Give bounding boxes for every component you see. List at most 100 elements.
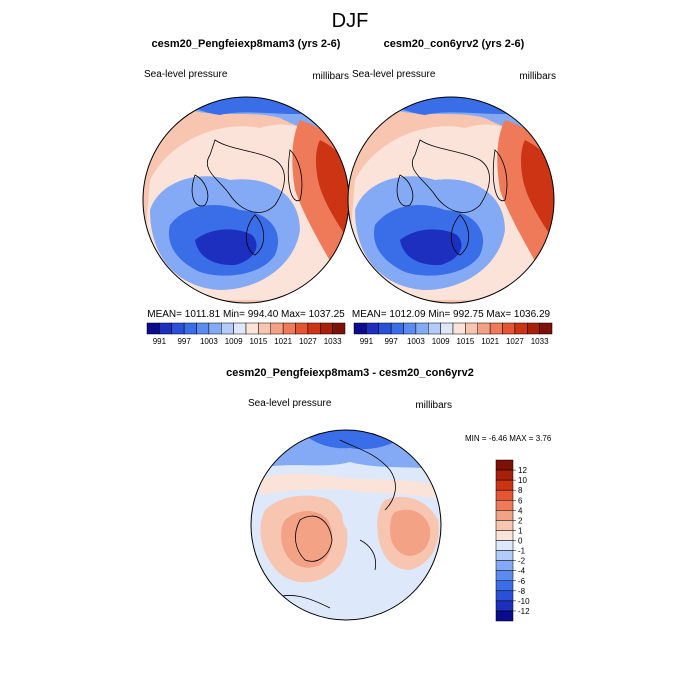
colorbar-swatch	[295, 322, 309, 335]
colorbar-tick-label: 991	[360, 337, 374, 346]
colorbar-tick-label: -4	[518, 567, 526, 576]
colorbar-tick-label: 997	[177, 337, 191, 346]
colorbar-swatch	[282, 322, 296, 335]
panel-difference: cesm20_Pengfeiexp8mam3 - cesm20_con6yrv2…	[226, 367, 552, 622]
colorbar-tick-label: -8	[518, 587, 526, 596]
stats-text: MEAN= 1012.09 Min= 992.75 Max= 1036.29	[352, 309, 551, 320]
colorbar-swatch	[353, 322, 367, 335]
colorbar-tick-label: 4	[518, 506, 523, 515]
colorbar-swatch	[514, 322, 528, 335]
colorbar-swatch	[495, 600, 514, 612]
colorbar-swatch	[415, 322, 429, 335]
variable-label: Sea-level pressure	[248, 398, 332, 409]
coastline-islands	[191, 149, 303, 256]
colorbar-swatch	[495, 610, 514, 622]
colorbar-swatch	[146, 322, 160, 335]
colorbar-swatch	[495, 570, 514, 581]
colorbar-tick-label: 1027	[299, 337, 317, 346]
colorbar-swatch	[495, 530, 514, 541]
colorbar-swatch	[183, 322, 197, 335]
colorbar-swatch	[495, 540, 514, 551]
colorbar-swatch	[527, 322, 540, 335]
colorbar-swatch	[245, 322, 259, 335]
colorbar-tick-label: 1033	[531, 337, 549, 346]
colorbar-swatch	[320, 322, 333, 335]
colorbar-tick-label: 1009	[225, 337, 243, 346]
colorbar-tick-label: -10	[518, 597, 530, 606]
colorbar-swatch	[495, 520, 514, 531]
colorbar-swatch	[221, 322, 234, 335]
colorbar-swatch	[495, 459, 514, 471]
coastline	[412, 139, 490, 213]
colorbar-swatch	[495, 500, 514, 511]
slp-field-low-south-core	[195, 229, 257, 266]
colorbar-tick-label: 1009	[432, 337, 450, 346]
map-boundary	[347, 96, 555, 304]
polar-map	[348, 97, 554, 303]
colorbar-tick-label: 0	[518, 537, 523, 546]
colorbar-swatch	[495, 550, 514, 561]
colorbar-swatch	[258, 322, 271, 335]
colorbar-swatch	[403, 322, 417, 335]
colorbar-swatch	[495, 479, 514, 491]
colorbar-swatch	[233, 322, 247, 335]
colorbar-swatch	[390, 322, 404, 335]
colorbar-tick-label: -2	[518, 557, 526, 566]
colorbar-swatch	[495, 510, 514, 521]
colorbar-tick-label: 12	[518, 466, 527, 475]
colorbar-tick-label: 997	[384, 337, 398, 346]
polar-map	[251, 430, 441, 620]
colorbar-swatch	[452, 322, 466, 335]
colorbar-swatch	[495, 560, 514, 571]
colorbar-tick-label: 991	[153, 337, 167, 346]
colorbar-tick-label: 6	[518, 496, 523, 505]
colorbar-swatch	[440, 322, 454, 335]
coastline	[295, 515, 333, 562]
variable-label: Sea-level pressure	[144, 69, 228, 80]
panel-title: cesm20_Pengfeiexp8mam3 - cesm20_con6yrv2	[226, 367, 474, 379]
stats-text: MIN = -6.46 MAX = 3.76	[465, 434, 552, 443]
colorbar-tick-label: 1027	[506, 337, 524, 346]
colorbar-tick-label: 1033	[324, 337, 342, 346]
diff-field-near-zero	[342, 508, 366, 533]
colorbar-swatch	[539, 322, 553, 335]
colorbar-swatch	[477, 322, 491, 335]
diff-field-positive-east-core	[390, 509, 431, 556]
units-label: millibars	[312, 71, 349, 82]
colorbar-swatch	[428, 322, 441, 335]
colorbar-tick-label: -1	[518, 547, 526, 556]
colorbar-swatch	[495, 580, 514, 592]
colorbar-swatch	[378, 322, 392, 335]
colorbar-swatch	[502, 322, 516, 335]
colorbar-tick-label: 2	[518, 516, 523, 525]
coastline	[207, 139, 285, 213]
colorbar-tick-label: 1	[518, 526, 523, 535]
figure-title: DJF	[332, 10, 369, 32]
colorbar-swatch	[495, 590, 514, 602]
coastline-islands	[396, 149, 508, 256]
map-boundary	[250, 429, 442, 621]
colorbar-swatch	[270, 322, 284, 335]
colorbar-swatch	[495, 489, 514, 501]
colorbar: 991 997 1003 1009 1015 1021 1027 1033	[146, 322, 346, 346]
slp-field-low-south-core	[400, 229, 462, 266]
colorbar-swatch	[307, 322, 321, 335]
colorbar-swatch	[366, 322, 379, 335]
colorbar-tick-label: 8	[518, 486, 523, 495]
colorbar-swatch	[495, 469, 514, 481]
units-label: millibars	[519, 71, 556, 82]
variable-label: Sea-level pressure	[352, 69, 436, 80]
colorbar-swatch	[159, 322, 172, 335]
colorbar-tick-label: 1021	[481, 337, 499, 346]
polar-map	[143, 97, 349, 303]
colorbar-tick-label: -12	[518, 607, 530, 616]
panel-control: cesm20_con6yrv2 (yrs 2-6) Sea-level pres…	[347, 38, 556, 346]
colorbar-tick-label: -6	[518, 577, 526, 586]
colorbar-swatch	[208, 322, 222, 335]
colorbar-swatch	[171, 322, 185, 335]
colorbar-tick-label: 1003	[200, 337, 218, 346]
colorbar: 991 997 1003 1009 1015 1021 1027 1033	[353, 322, 553, 346]
colorbar-tick-label: 10	[518, 476, 527, 485]
